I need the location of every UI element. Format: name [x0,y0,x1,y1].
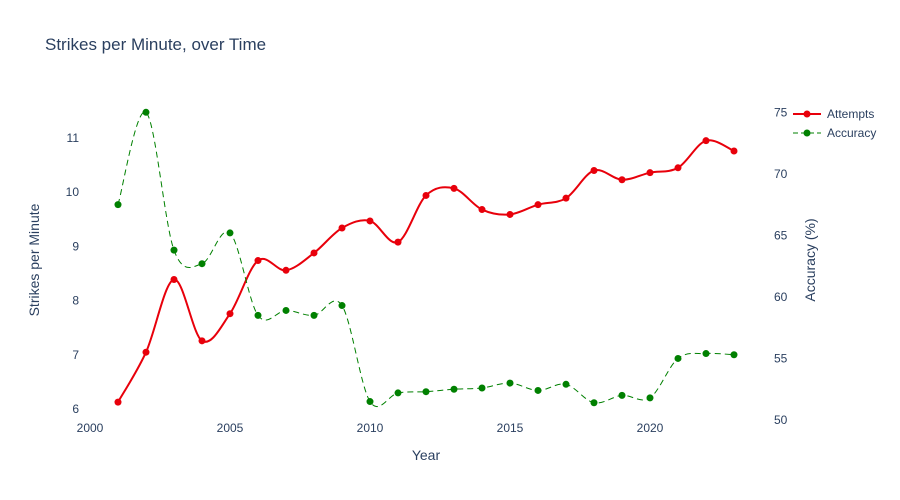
data-point-accuracy[interactable] [478,384,486,392]
y2-tick-label: 60 [774,290,788,304]
data-point-accuracy[interactable] [674,354,682,362]
data-point-accuracy[interactable] [198,260,206,268]
x-tick-label: 2010 [357,421,384,435]
data-point-attempts[interactable] [338,224,346,232]
data-point-attempts[interactable] [534,201,542,209]
data-point-accuracy[interactable] [366,398,374,406]
y2-tick-label: 50 [774,413,788,427]
series-accuracy [114,108,738,408]
data-point-attempts[interactable] [478,206,486,214]
legend-label: Attempts [827,107,874,121]
data-point-attempts[interactable] [366,217,374,225]
data-point-attempts[interactable] [674,164,682,172]
data-point-attempts[interactable] [618,176,626,184]
x-tick-label: 2000 [77,421,104,435]
data-point-attempts[interactable] [506,210,514,218]
legend-item-attempts[interactable]: Attempts [793,107,874,121]
data-point-attempts[interactable] [282,266,290,274]
data-point-accuracy[interactable] [226,229,234,237]
y-axis-left-ticks: 6 7 8 9 10 11 [66,131,80,416]
data-point-accuracy[interactable] [170,246,178,254]
data-point-accuracy[interactable] [422,388,430,396]
data-point-attempts[interactable] [646,169,654,177]
y-axis-right-ticks: 50 55 60 65 70 75 [774,105,788,427]
data-point-attempts[interactable] [114,398,122,406]
y-axis-left-title: Strikes per Minute [26,203,42,316]
chart-title: Strikes per Minute, over Time [45,35,266,54]
data-point-accuracy[interactable] [534,386,542,394]
legend-marker [803,110,811,118]
data-point-accuracy[interactable] [646,394,654,402]
legend-item-accuracy[interactable]: Accuracy [793,126,876,140]
series-line-accuracy [117,111,735,408]
series-line-attempts [117,139,735,403]
data-point-attempts[interactable] [310,249,318,257]
data-point-attempts[interactable] [142,348,150,356]
data-point-accuracy[interactable] [702,350,710,358]
x-tick-label: 2015 [497,421,524,435]
data-point-attempts[interactable] [422,191,430,199]
y-tick-label: 11 [67,131,80,145]
y-tick-label: 7 [72,348,79,362]
data-point-accuracy[interactable] [254,311,262,319]
data-point-accuracy[interactable] [282,306,290,314]
y-tick-label: 9 [72,239,79,253]
data-point-accuracy[interactable] [338,302,346,310]
series-attempts [114,137,738,406]
data-point-accuracy[interactable] [450,385,458,393]
data-point-accuracy[interactable] [506,379,514,387]
y2-tick-label: 70 [774,167,788,181]
data-point-attempts[interactable] [562,194,570,202]
data-point-attempts[interactable] [198,337,206,345]
data-point-accuracy[interactable] [730,351,738,359]
y-axis-right-title: Accuracy (%) [802,218,818,301]
data-point-attempts[interactable] [226,310,234,318]
y-tick-label: 10 [66,185,80,199]
y2-tick-label: 55 [774,351,788,365]
data-point-accuracy[interactable] [562,380,570,388]
data-point-accuracy[interactable] [114,201,122,209]
data-point-attempts[interactable] [702,137,710,145]
y-tick-label: 6 [72,402,79,416]
data-point-attempts[interactable] [394,238,402,246]
data-point-accuracy[interactable] [142,108,150,116]
x-tick-label: 2020 [637,421,664,435]
x-axis-title: Year [412,447,441,463]
data-point-attempts[interactable] [254,257,262,265]
x-axis-ticks: 2000 2005 2010 2015 2020 [77,421,664,435]
y2-tick-label: 75 [774,105,788,119]
data-point-accuracy[interactable] [590,399,598,407]
legend-label: Accuracy [827,126,876,140]
data-point-accuracy[interactable] [310,311,318,319]
series-layer [114,108,738,408]
data-point-attempts[interactable] [730,147,738,155]
legend-marker [803,129,811,137]
data-point-accuracy[interactable] [618,391,626,399]
data-point-accuracy[interactable] [394,389,402,397]
data-point-attempts[interactable] [590,167,598,175]
x-tick-label: 2005 [217,421,244,435]
legend: Attempts Accuracy [793,107,876,140]
y2-tick-label: 65 [774,228,788,242]
data-point-attempts[interactable] [170,276,178,284]
data-point-attempts[interactable] [450,184,458,192]
y-tick-label: 8 [72,294,79,308]
